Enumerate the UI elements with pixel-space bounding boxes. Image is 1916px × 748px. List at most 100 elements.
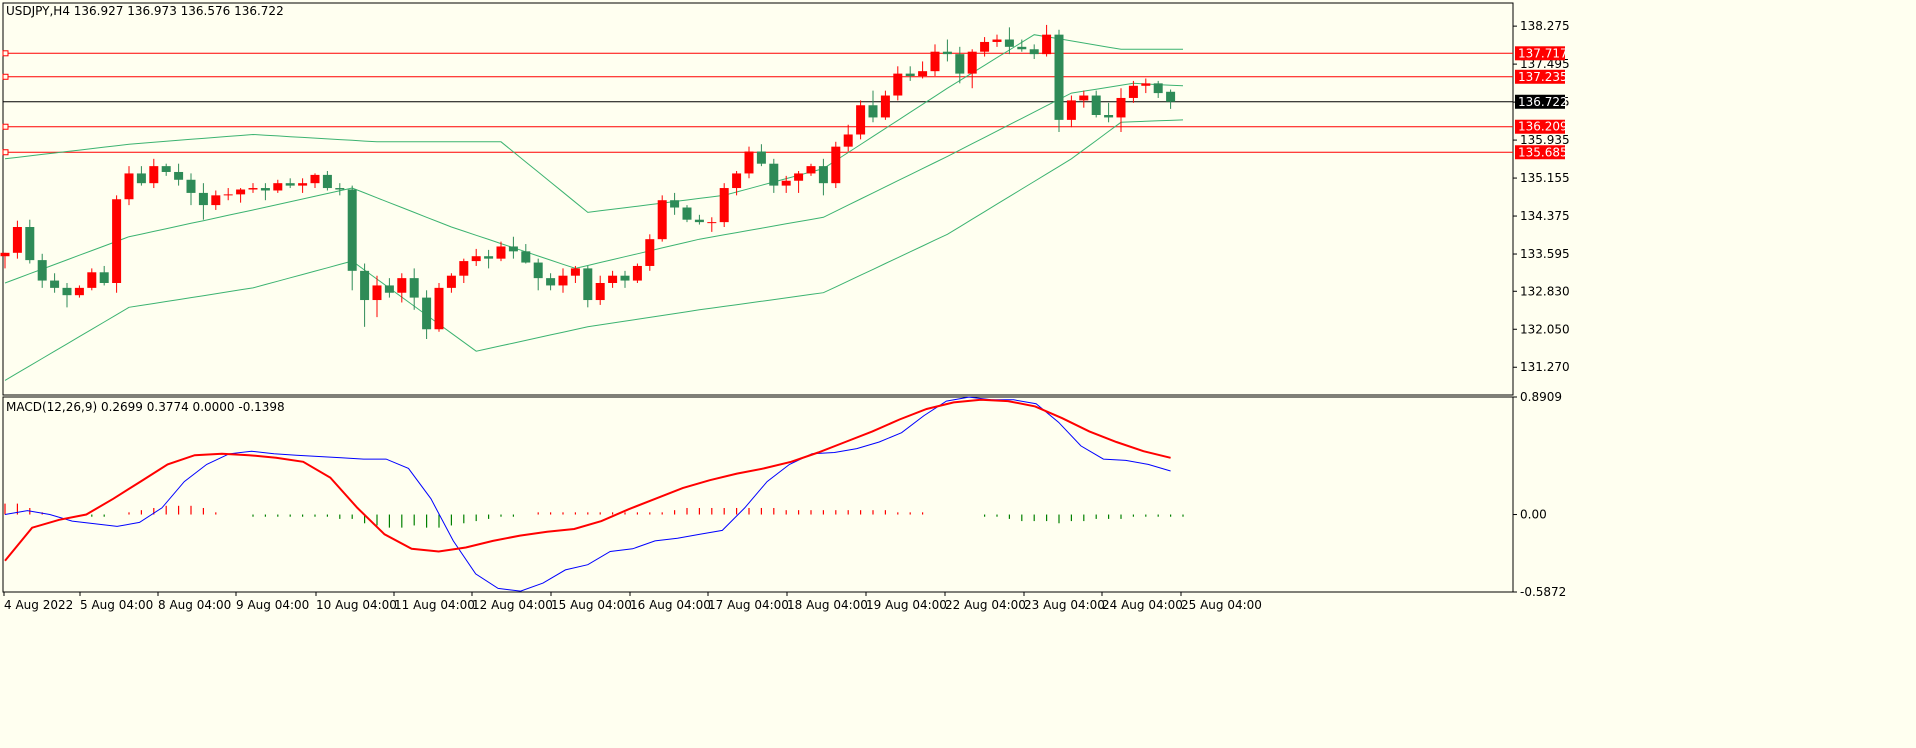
candle-down [161,166,171,172]
price-tick-label: 133.595 [1520,247,1570,261]
candle-up [1079,95,1089,101]
time-tick-label: 12 Aug 04:00 [472,598,553,612]
candle-up [496,246,506,259]
candle-down [174,171,184,180]
macd-panel: 0.8909 0.00 -0.5872 MACD(12,26,9) 0.2699 0.… [2,390,1566,599]
candle-up [310,174,320,184]
time-tick-label: 11 Aug 04:00 [394,598,475,612]
candle-up [558,275,568,286]
macd-tick-label: 0.00 [1520,508,1547,522]
time-tick-label: 8 Aug 04:00 [158,598,231,612]
candle-up [719,188,729,223]
candle-up [707,222,717,224]
time-tick-label: 9 Aug 04:00 [236,598,309,612]
candle-down [422,297,432,330]
candle-down [1153,83,1163,94]
candle-down [620,275,630,281]
candle-up [0,252,10,257]
candle-down [360,270,370,301]
candle-up [632,265,642,281]
candle-up [1042,34,1052,55]
candle-down [322,174,332,189]
candle-up [298,183,308,186]
time-axis: 4 Aug 2022 5 Aug 04:00 8 Aug 04:00 9 Aug 04… [3,592,1262,612]
price-tick-label: 137.495 [1520,57,1570,71]
time-tick-label: 17 Aug 04:00 [708,598,789,612]
candle-down [583,268,593,301]
candle-down [62,287,72,296]
candle-down [756,151,766,164]
candle-up [794,173,804,181]
candle-down [136,173,146,184]
candle-up [1128,85,1138,98]
candle-down [521,251,531,263]
candle-up [918,71,928,77]
symbol-header: USDJPY,H4 136.927 136.973 136.576 136.72… [6,4,284,18]
candle-down [285,183,295,186]
candle-down [409,278,419,298]
candle-down [50,280,60,288]
candle-up [732,173,742,189]
candle-down [347,189,357,271]
time-tick-label: 22 Aug 04:00 [945,598,1026,612]
time-tick-label: 25 Aug 04:00 [1181,598,1262,612]
price-tick-label: 134.375 [1520,209,1570,223]
macd-line [4,396,1171,592]
candle-up [149,166,159,184]
candle-down [1091,95,1101,115]
candle-down [508,246,518,252]
time-tick-label: 18 Aug 04:00 [787,598,868,612]
bollinger-upper-line [4,34,1183,213]
price-tick-label: 135.155 [1520,171,1570,185]
time-tick-label: 23 Aug 04:00 [1024,598,1105,612]
price-panel: 138.275137.495136.715135.935135.155134.3… [0,2,1570,396]
candle-down [682,207,692,220]
candle-up [248,188,258,190]
candle-up [1116,97,1126,118]
candle-up [1141,83,1151,86]
candle-down [260,188,270,191]
price-level-label: 135.685 [1518,145,1568,159]
price-tick-label: 135.935 [1520,133,1570,147]
candle-up [893,73,903,96]
candle-up [831,146,841,184]
candle-up [124,173,134,200]
macd-panel-frame [2,396,1514,593]
candle-down [1017,46,1027,50]
candle-down [335,188,345,190]
price-level-handle [2,50,9,57]
candle-down [546,278,556,286]
candle-up [930,51,940,72]
price-level-tag [1515,69,1565,84]
candle-up [434,287,444,330]
candle-up [459,261,469,276]
macd-tick-label: 0.8909 [1520,390,1562,404]
candle-up [880,95,890,118]
candle-down [384,285,394,293]
candle-up [1066,100,1076,120]
price-tick-label: 131.270 [1520,360,1570,374]
macd-header: MACD(12,26,9) 0.2699 0.3774 0.0000 -0.13… [6,400,285,414]
candle-down [868,105,878,118]
candle-up [211,195,221,206]
candle-up [657,200,667,240]
candle-down [1166,91,1176,102]
candle-up [744,151,754,174]
time-tick-label: 19 Aug 04:00 [866,598,947,612]
candle-up [595,283,605,301]
candle-up [112,199,122,283]
price-level-handle [2,123,9,130]
candle-up [781,180,791,186]
time-tick-label: 24 Aug 04:00 [1102,598,1183,612]
candle-down [37,260,47,281]
candle-down [955,54,965,74]
candle-down [905,73,915,77]
candle-up [236,189,246,195]
candle-up [992,39,1002,42]
time-tick-label: 10 Aug 04:00 [316,598,397,612]
candle-up [273,183,283,191]
price-tick-label: 132.050 [1520,322,1570,336]
macd-signal-line [4,398,1171,562]
